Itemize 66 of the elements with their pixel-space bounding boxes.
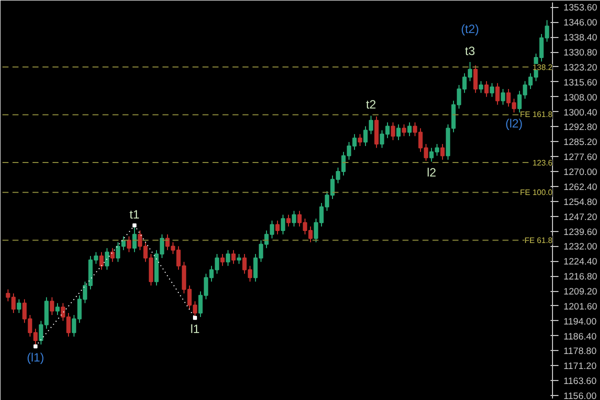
candlestick: [358, 134, 362, 146]
annotation: (l1): [26, 350, 44, 364]
annotation: l1: [190, 322, 200, 336]
candlestick: [407, 122, 412, 137]
candlestick: [390, 122, 396, 141]
y-tick-label: 1232.00: [564, 242, 598, 252]
y-tick-label: 1315.60: [564, 77, 598, 88]
candlestick: [220, 254, 225, 266]
candlestick: [50, 296, 54, 316]
candlestick: [99, 252, 104, 270]
y-tick-label: 1254.80: [564, 196, 598, 207]
annotation: FE 100.0: [520, 188, 554, 197]
annotation: 138.2: [532, 62, 554, 72]
candlestick: [374, 116, 379, 148]
candlestick: [478, 80, 484, 94]
y-tick-label: 1277.60: [564, 152, 598, 162]
y-tick-label: 1239.60: [564, 226, 598, 237]
y-tick-label: 1308.00: [564, 92, 598, 102]
candlestick: [500, 88, 506, 106]
candlestick: [280, 214, 286, 235]
annotation: t1: [129, 207, 140, 222]
y-tick-label: 1330.80: [564, 48, 598, 58]
candlestick: [292, 210, 296, 228]
y-tick-label: 1209.20: [564, 286, 598, 296]
candlestick: [495, 82, 500, 106]
candlestick: [236, 254, 242, 264]
y-tick-label: 1201.60: [564, 301, 598, 312]
y-tick-label: 1285.20: [564, 137, 598, 148]
y-tick-label: 1292.80: [564, 122, 598, 132]
y-tick-label: 1216.80: [564, 272, 598, 282]
y-tick-label: 1338.40: [564, 32, 598, 43]
annotation: t2: [366, 98, 376, 112]
y-tick-label: 1323.20: [564, 62, 598, 72]
y-tick-label: 1156.00: [564, 391, 597, 400]
y-tick-label: 1163.60: [564, 376, 597, 386]
annotation: l2: [426, 166, 436, 180]
candlestick: [490, 82, 494, 98]
annotation: (t2): [461, 22, 480, 36]
annotation: FE 161.8: [520, 110, 554, 120]
candlestick: [110, 248, 115, 262]
annotation: t3: [464, 44, 476, 58]
y-tick-label: 1247.20: [564, 212, 598, 222]
y-tick-label: 1262.40: [564, 182, 598, 192]
candlestick: [440, 144, 445, 160]
y-tick-label: 1300.40: [564, 107, 598, 118]
y-tick-label: 1171.20: [564, 361, 597, 372]
candlestick: [55, 302, 60, 316]
y-tick-label: 1270.00: [564, 167, 598, 178]
y-tick-label: 1178.80: [564, 346, 597, 356]
y-tick-label: 1194.00: [564, 316, 597, 326]
candlestick: [16, 298, 22, 314]
candlestick: [275, 220, 280, 235]
candlestick: [226, 250, 230, 266]
y-tick-label: 1346.00: [564, 18, 598, 28]
candlestick: [473, 64, 478, 94]
candlestick: [104, 248, 110, 270]
y-tick-label: 1224.40: [564, 256, 598, 267]
annotation: 123.6: [532, 158, 554, 168]
annotation: FE 61.8: [524, 236, 554, 245]
candlestick: [231, 250, 236, 264]
y-tick-label: 1186.40: [564, 331, 597, 342]
candlestick: [396, 124, 401, 141]
candlestick: [484, 80, 489, 98]
annotation: (l2): [505, 116, 523, 131]
y-tick-label: 1353.60: [564, 2, 598, 13]
candlestick: [286, 214, 291, 228]
